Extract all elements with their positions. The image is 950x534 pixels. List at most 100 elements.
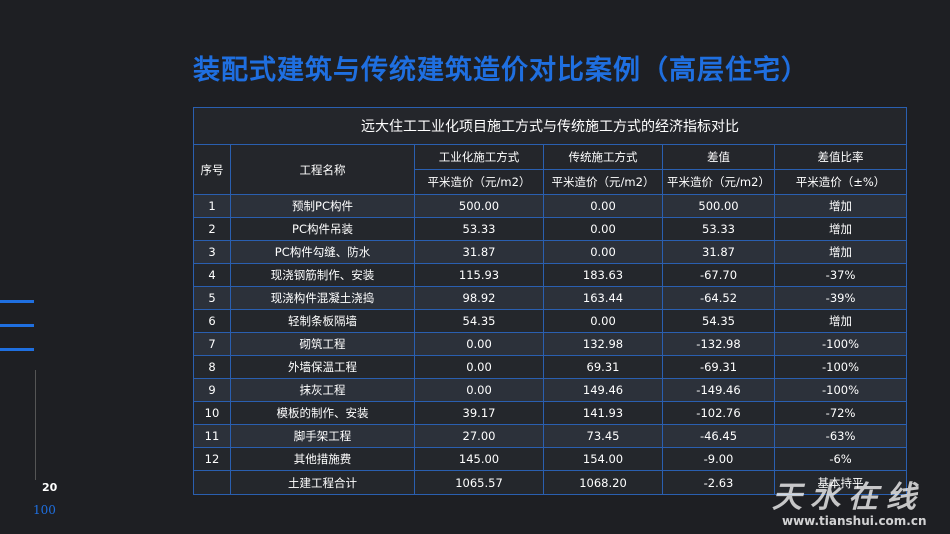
cell-industrial: 53.33	[414, 217, 544, 241]
cell-name: 土建工程合计	[230, 470, 415, 495]
table-row: 6 轻制条板隔墙 54.35 0.00 54.35 增加	[193, 309, 908, 333]
cell-diff: -102.76	[662, 401, 775, 425]
cell-diff: 500.00	[662, 194, 775, 218]
header-traditional: 传统施工方式	[543, 144, 663, 170]
cell-traditional: 0.00	[543, 217, 663, 241]
table-row: 2 PC构件吊装 53.33 0.00 53.33 增加	[193, 217, 908, 241]
cell-diff: -149.46	[662, 378, 775, 402]
cell-seq: 2	[193, 217, 231, 241]
cell-seq: 4	[193, 263, 231, 287]
cell-industrial: 145.00	[414, 447, 544, 471]
cell-seq: 7	[193, 332, 231, 356]
cell-industrial: 0.00	[414, 355, 544, 379]
cell-traditional: 73.45	[543, 424, 663, 448]
cell-traditional: 0.00	[543, 194, 663, 218]
cell-industrial: 31.87	[414, 240, 544, 264]
header-diff-unit: 平米造价（元/m2）	[662, 169, 775, 195]
page-subnumber: 100	[33, 503, 56, 517]
cell-name: 现浇钢筋制作、安装	[230, 263, 415, 287]
header-industrial: 工业化施工方式	[414, 144, 544, 170]
table-row: 12 其他措施费 145.00 154.00 -9.00 -6%	[193, 447, 908, 471]
cell-name: 现浇构件混凝土浇捣	[230, 286, 415, 310]
cell-name: 抹灰工程	[230, 378, 415, 402]
cell-traditional: 1068.20	[543, 470, 663, 495]
cell-name: 预制PC构件	[230, 194, 415, 218]
cell-seq: 8	[193, 355, 231, 379]
cell-seq: 1	[193, 194, 231, 218]
table-row: 8 外墙保温工程 0.00 69.31 -69.31 -100%	[193, 355, 908, 379]
cell-industrial: 98.92	[414, 286, 544, 310]
cell-ratio: -100%	[773, 378, 908, 402]
cell-ratio: -100%	[773, 332, 908, 356]
cell-ratio: -72%	[773, 401, 908, 425]
cell-diff: -64.52	[662, 286, 775, 310]
table-row: 9 抹灰工程 0.00 149.46 -149.46 -100%	[193, 378, 908, 402]
cell-seq: 12	[193, 447, 231, 471]
watermark-url: www.tianshui.com.cn	[782, 514, 927, 528]
cell-ratio: 基本持平	[773, 470, 908, 495]
cell-seq: 3	[193, 240, 231, 264]
cell-name: PC构件勾缝、防水	[230, 240, 415, 264]
header-traditional-unit: 平米造价（元/m2）	[543, 169, 663, 195]
cell-diff: -69.31	[662, 355, 775, 379]
cell-seq	[193, 470, 231, 495]
cell-seq: 5	[193, 286, 231, 310]
cell-ratio: -39%	[773, 286, 908, 310]
cell-traditional: 154.00	[543, 447, 663, 471]
cell-name: PC构件吊装	[230, 217, 415, 241]
cell-seq: 9	[193, 378, 231, 402]
table-row: 10 模板的制作、安装 39.17 141.93 -102.76 -72%	[193, 401, 908, 425]
cell-name: 砌筑工程	[230, 332, 415, 356]
cell-ratio: -6%	[773, 447, 908, 471]
header-seq: 序号	[193, 144, 231, 195]
cell-traditional: 0.00	[543, 240, 663, 264]
cell-name: 外墙保温工程	[230, 355, 415, 379]
cell-diff: 54.35	[662, 309, 775, 333]
table-row: 1 预制PC构件 500.00 0.00 500.00 增加	[193, 194, 908, 218]
header-ratio: 差值比率	[773, 144, 908, 170]
header-name: 工程名称	[230, 144, 415, 195]
cell-industrial: 500.00	[414, 194, 544, 218]
cell-traditional: 163.44	[543, 286, 663, 310]
cell-industrial: 115.93	[414, 263, 544, 287]
cell-diff: 53.33	[662, 217, 775, 241]
cell-traditional: 183.63	[543, 263, 663, 287]
table-caption: 远大住工工业化项目施工方式与传统施工方式的经济指标对比	[192, 107, 908, 145]
cell-ratio: -100%	[773, 355, 908, 379]
cell-seq: 6	[193, 309, 231, 333]
cell-name: 其他措施费	[230, 447, 415, 471]
page-number: 20	[42, 481, 58, 494]
cell-diff: 31.87	[662, 240, 775, 264]
cell-seq: 10	[193, 401, 231, 425]
cell-industrial: 39.17	[414, 401, 544, 425]
cell-industrial: 27.00	[414, 424, 544, 448]
cell-diff: -9.00	[662, 447, 775, 471]
cell-traditional: 132.98	[543, 332, 663, 356]
header-industrial-unit: 平米造价（元/m2）	[414, 169, 544, 195]
cell-name: 模板的制作、安装	[230, 401, 415, 425]
cell-diff: -67.70	[662, 263, 775, 287]
cell-industrial: 1065.57	[414, 470, 544, 495]
comparison-table: 远大住工工业化项目施工方式与传统施工方式的经济指标对比 序号 工程名称 工业化施…	[192, 107, 908, 495]
cell-industrial: 0.00	[414, 332, 544, 356]
table-row: 11 脚手架工程 27.00 73.45 -46.45 -63%	[193, 424, 908, 448]
cell-ratio: 增加	[773, 194, 908, 218]
cell-name: 脚手架工程	[230, 424, 415, 448]
cell-ratio: -63%	[773, 424, 908, 448]
cell-traditional: 0.00	[543, 309, 663, 333]
header-ratio-unit: 平米造价（±%）	[773, 169, 908, 195]
cell-diff: -132.98	[662, 332, 775, 356]
decorative-lines	[0, 300, 34, 372]
cell-traditional: 69.31	[543, 355, 663, 379]
cell-seq: 11	[193, 424, 231, 448]
cell-diff: -46.45	[662, 424, 775, 448]
cell-ratio: -37%	[773, 263, 908, 287]
table-row: 4 现浇钢筋制作、安装 115.93 183.63 -67.70 -37%	[193, 263, 908, 287]
cell-ratio: 增加	[773, 240, 908, 264]
table-row: 5 现浇构件混凝土浇捣 98.92 163.44 -64.52 -39%	[193, 286, 908, 310]
divider-line	[35, 370, 36, 480]
cell-ratio: 增加	[773, 309, 908, 333]
cell-name: 轻制条板隔墙	[230, 309, 415, 333]
header-diff: 差值	[662, 144, 775, 170]
total-row: 土建工程合计 1065.57 1068.20 -2.63 基本持平	[193, 470, 908, 495]
